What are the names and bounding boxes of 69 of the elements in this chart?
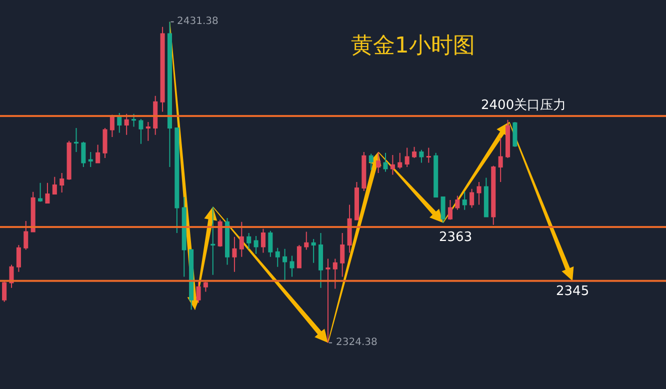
candlestick [74, 127, 78, 152]
candlestick [52, 176, 57, 194]
candlestick [484, 177, 488, 218]
candlestick [412, 146, 417, 158]
candlestick [239, 221, 244, 258]
candlestick [462, 191, 467, 210]
candlestick [117, 112, 122, 134]
candlestick [66, 140, 72, 180]
candlestick [210, 206, 216, 276]
candlestick [254, 235, 258, 254]
candlestick [102, 127, 108, 158]
candlestick [296, 244, 302, 268]
candlestick [96, 144, 100, 164]
candlestick [124, 113, 129, 136]
candlestick [304, 231, 309, 250]
candlestick [404, 147, 410, 168]
candlestick [110, 115, 114, 138]
candlestick [268, 230, 273, 258]
candlestick [196, 281, 201, 304]
candlestick [225, 217, 230, 266]
candlestick [290, 255, 294, 278]
candlestick [476, 181, 482, 206]
candlestick [45, 182, 50, 204]
candlestick [174, 127, 180, 234]
annotation: 2431.38 [177, 16, 218, 27]
candlestick [30, 191, 36, 232]
candlestick [440, 196, 446, 224]
candlestick [16, 244, 21, 272]
candlestick [88, 151, 93, 168]
candlestick [81, 141, 86, 168]
candlestick [218, 219, 222, 248]
candlestick [138, 118, 144, 144]
candlestick [383, 152, 388, 172]
candlestick [2, 280, 7, 302]
candlestick [189, 249, 194, 310]
candlestick [146, 121, 150, 142]
candlestick [398, 152, 402, 170]
candlestick [282, 248, 288, 282]
candlestick [426, 147, 431, 164]
candlestick [260, 228, 266, 254]
candlestick [455, 195, 460, 210]
candlestick [390, 154, 395, 176]
candlestick [318, 232, 324, 288]
candlestick [24, 220, 28, 250]
candlestick [419, 149, 424, 164]
candlestick [470, 188, 474, 208]
candlestick [512, 121, 518, 148]
text: 黄金1小时图 [350, 33, 475, 58]
candlestick [38, 182, 43, 202]
candlestick [491, 165, 496, 226]
candlestick [434, 152, 438, 198]
candlestick [275, 247, 280, 268]
candlestick [506, 119, 510, 158]
candlestick [448, 199, 452, 220]
candlestick [160, 26, 165, 112]
candlestick [498, 137, 503, 182]
candlestick [60, 172, 64, 193]
candlestick [246, 232, 252, 250]
annotation: 2324.38 [336, 337, 378, 348]
candlestick [311, 238, 316, 264]
ref-line-label: 2363 [439, 230, 472, 245]
candlestick [232, 236, 237, 272]
candlestick [167, 21, 172, 168]
candlestick [132, 113, 136, 128]
candlestick [203, 281, 208, 292]
candlestick [153, 95, 158, 136]
candlestick [182, 196, 186, 278]
ref-line-label: 2400关口压力 [481, 98, 566, 113]
ref-line-label: 2345 [556, 284, 590, 299]
